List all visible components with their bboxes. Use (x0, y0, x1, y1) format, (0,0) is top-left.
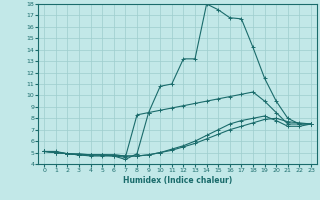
X-axis label: Humidex (Indice chaleur): Humidex (Indice chaleur) (123, 176, 232, 185)
